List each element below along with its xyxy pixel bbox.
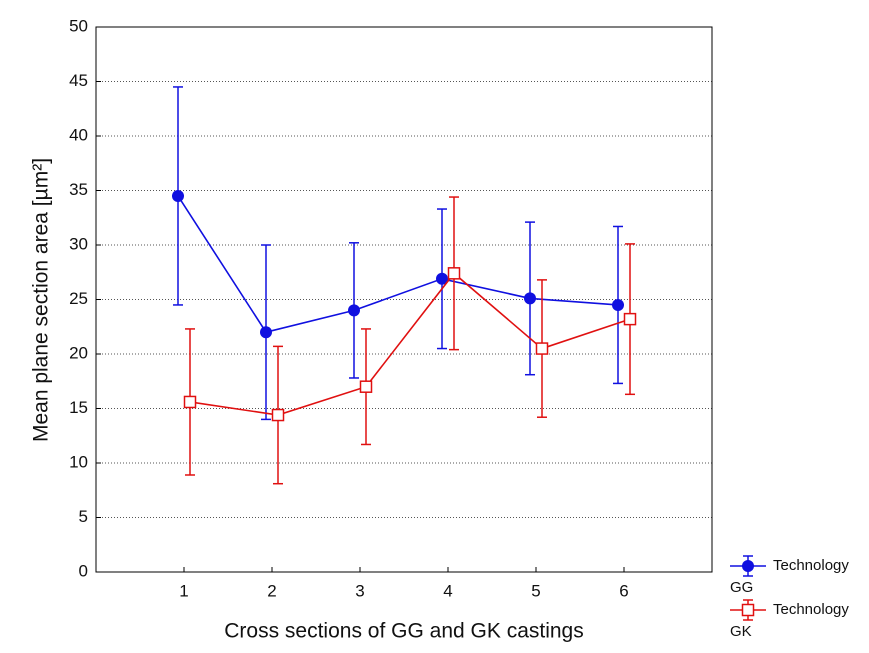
series-line [177, 195, 619, 334]
marker [271, 408, 285, 422]
legend-marker [741, 603, 755, 617]
legend-label: Technology GG [730, 557, 849, 596]
x-tick-label: 2 [267, 581, 276, 600]
y-tick-label: 5 [79, 507, 88, 526]
x-tick-label: 1 [179, 581, 188, 600]
marker [535, 342, 549, 355]
marker [623, 312, 637, 326]
marker [260, 326, 272, 339]
y-tick-label: 35 [69, 180, 88, 199]
y-tick-label: 40 [69, 125, 88, 144]
marker [524, 292, 536, 305]
x-axis-label: Cross sections of GG and GK castings [224, 620, 583, 643]
y-tick-label: 45 [69, 71, 88, 90]
x-tick-label: 5 [531, 581, 540, 600]
marker [183, 395, 197, 409]
marker [359, 380, 373, 393]
x-tick-label: 4 [443, 581, 452, 600]
y-tick-label: 20 [69, 343, 88, 362]
y-tick-label: 30 [69, 234, 88, 253]
marker [447, 267, 461, 280]
y-tick-label: 50 [69, 16, 88, 35]
marker [348, 304, 360, 317]
plot-frame [95, 26, 713, 573]
marker [612, 298, 624, 311]
y-tick-label: 15 [69, 398, 88, 417]
marker [172, 189, 184, 202]
y-tick-label: 25 [69, 289, 88, 308]
x-tick-label: 6 [619, 581, 628, 600]
y-tick-label: 0 [79, 561, 88, 580]
legend-label: Technology GK [730, 601, 849, 640]
y-tick-label: 10 [69, 452, 88, 471]
legend-marker [742, 560, 754, 572]
marker [436, 272, 448, 285]
x-tick-label: 3 [355, 581, 364, 600]
y-axis-label: Mean plane section area [µm²] [30, 158, 53, 442]
series-line [189, 272, 631, 416]
